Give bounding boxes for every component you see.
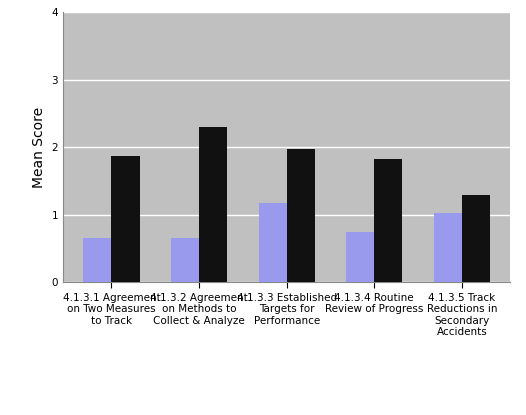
Y-axis label: Mean Score: Mean Score [32,107,46,188]
Bar [346,232,375,282]
Bar [259,203,287,282]
Bar [462,195,490,282]
Bar [171,238,199,282]
Bar [84,238,112,282]
Bar [199,127,227,282]
Bar [434,213,462,282]
Bar [375,159,402,282]
Bar [112,156,139,282]
Bar [287,149,315,282]
